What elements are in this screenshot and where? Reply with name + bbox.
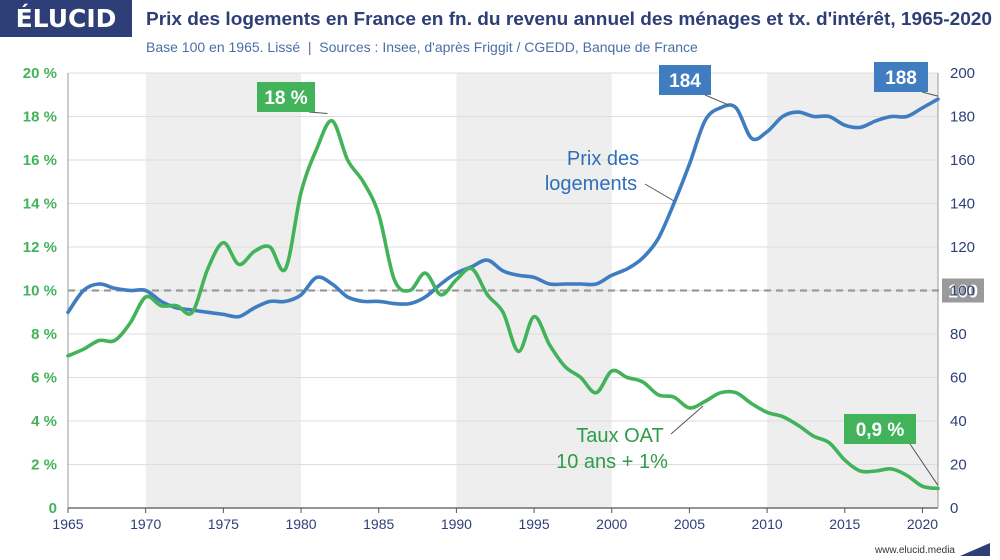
oat-callout-18-label: 18 % — [264, 88, 307, 109]
left-tick-label: 6 % — [31, 370, 57, 387]
right-tick-label: 40 — [950, 413, 967, 430]
x-tick-label: 2000 — [596, 516, 627, 532]
footer-url: www.elucid.media — [874, 545, 955, 556]
right-tick-label: 0 — [950, 500, 958, 517]
left-tick-label: 16 % — [23, 152, 57, 169]
oat-callout-18-leader — [308, 111, 328, 114]
reference-label-box — [942, 278, 984, 303]
x-tick-label: 1990 — [441, 516, 472, 532]
chart-title: Prix des logements en France en fn. du r… — [146, 8, 992, 29]
left-tick-label: 18 % — [23, 109, 57, 126]
series-lines — [66, 97, 940, 491]
oat-rate-line — [66, 119, 940, 491]
x-tick-label: 1970 — [130, 516, 161, 532]
housing-annotation-line-2: logements — [545, 173, 637, 195]
oat-annotation-line-1: Taux OAT — [576, 425, 663, 447]
housing-callout-184-leader — [704, 94, 729, 106]
housing-callout-184-label: 184 — [669, 71, 701, 92]
left-tick-label: 8 % — [31, 326, 57, 343]
housing-annotation-leader — [644, 183, 675, 202]
left-tick-label: 2 % — [31, 457, 57, 474]
x-tick-label: 1980 — [285, 516, 316, 532]
housing-callout-188-leader — [921, 91, 939, 97]
left-tick-label: 0 — [49, 500, 57, 517]
housing-annotation-line-1: Prix des — [567, 148, 639, 170]
x-tick-label: 2010 — [752, 516, 783, 532]
footer-corner-mark — [960, 543, 990, 556]
oat-callout-0-9-box — [844, 414, 916, 444]
right-tick-label: 100 — [950, 283, 975, 300]
housing-callout-188-label: 188 — [885, 68, 917, 89]
right-tick-label: 20 — [950, 457, 967, 474]
right-tick-label: 180 — [950, 109, 975, 126]
x-tick-label: 2015 — [829, 516, 860, 532]
x-tick-label: 1965 — [52, 516, 83, 532]
reference-line-group: 100 — [68, 278, 984, 303]
chart-subtitle: Base 100 en 1965. Lissé | Sources : Inse… — [146, 39, 698, 55]
series-annotations: Prix des logements Taux OAT 10 ans + 1% — [545, 148, 704, 473]
housing-price-line — [66, 97, 940, 319]
value-callouts: 184 188 18 % 0,9 % — [257, 62, 939, 486]
axes: 1965 1970 1975 1980 1985 1990 1995 2000 2005 2010… — [23, 65, 975, 532]
right-tick-label: 140 — [950, 196, 975, 213]
x-tick-label: 1975 — [208, 516, 239, 532]
housing-callout-188-box — [874, 62, 928, 92]
x-tick-label: 1995 — [518, 516, 549, 532]
right-tick-label: 80 — [950, 326, 967, 343]
x-tick-label: 2005 — [674, 516, 705, 532]
oat-callout-0-9-label: 0,9 % — [856, 420, 905, 441]
left-tick-label: 20 % — [23, 65, 57, 82]
brand-logo: ÉLUCID — [16, 4, 117, 33]
oat-callout-0-9-leader — [909, 443, 939, 486]
x-tick-label: 2020 — [907, 516, 938, 532]
housing-callout-184-box — [659, 65, 711, 95]
left-tick-label: 10 % — [23, 283, 57, 300]
right-tick-label: 120 — [950, 239, 975, 256]
x-tick-label: 1985 — [363, 516, 394, 532]
oat-annotation-leader — [670, 405, 704, 435]
footer: www.elucid.media — [874, 543, 990, 556]
left-tick-label: 14 % — [23, 196, 57, 213]
header: ÉLUCID Prix des logements en France en f… — [0, 0, 992, 55]
oat-callout-18-box — [257, 82, 315, 112]
reference-label: 100 — [948, 282, 978, 302]
left-tick-label: 4 % — [31, 413, 57, 430]
oat-annotation-line-2: 10 ans + 1% — [556, 451, 668, 473]
left-tick-label: 12 % — [23, 239, 57, 256]
brand-badge — [0, 0, 132, 37]
right-tick-label: 160 — [950, 152, 975, 169]
right-tick-label: 200 — [950, 65, 975, 82]
right-tick-label: 60 — [950, 370, 967, 387]
